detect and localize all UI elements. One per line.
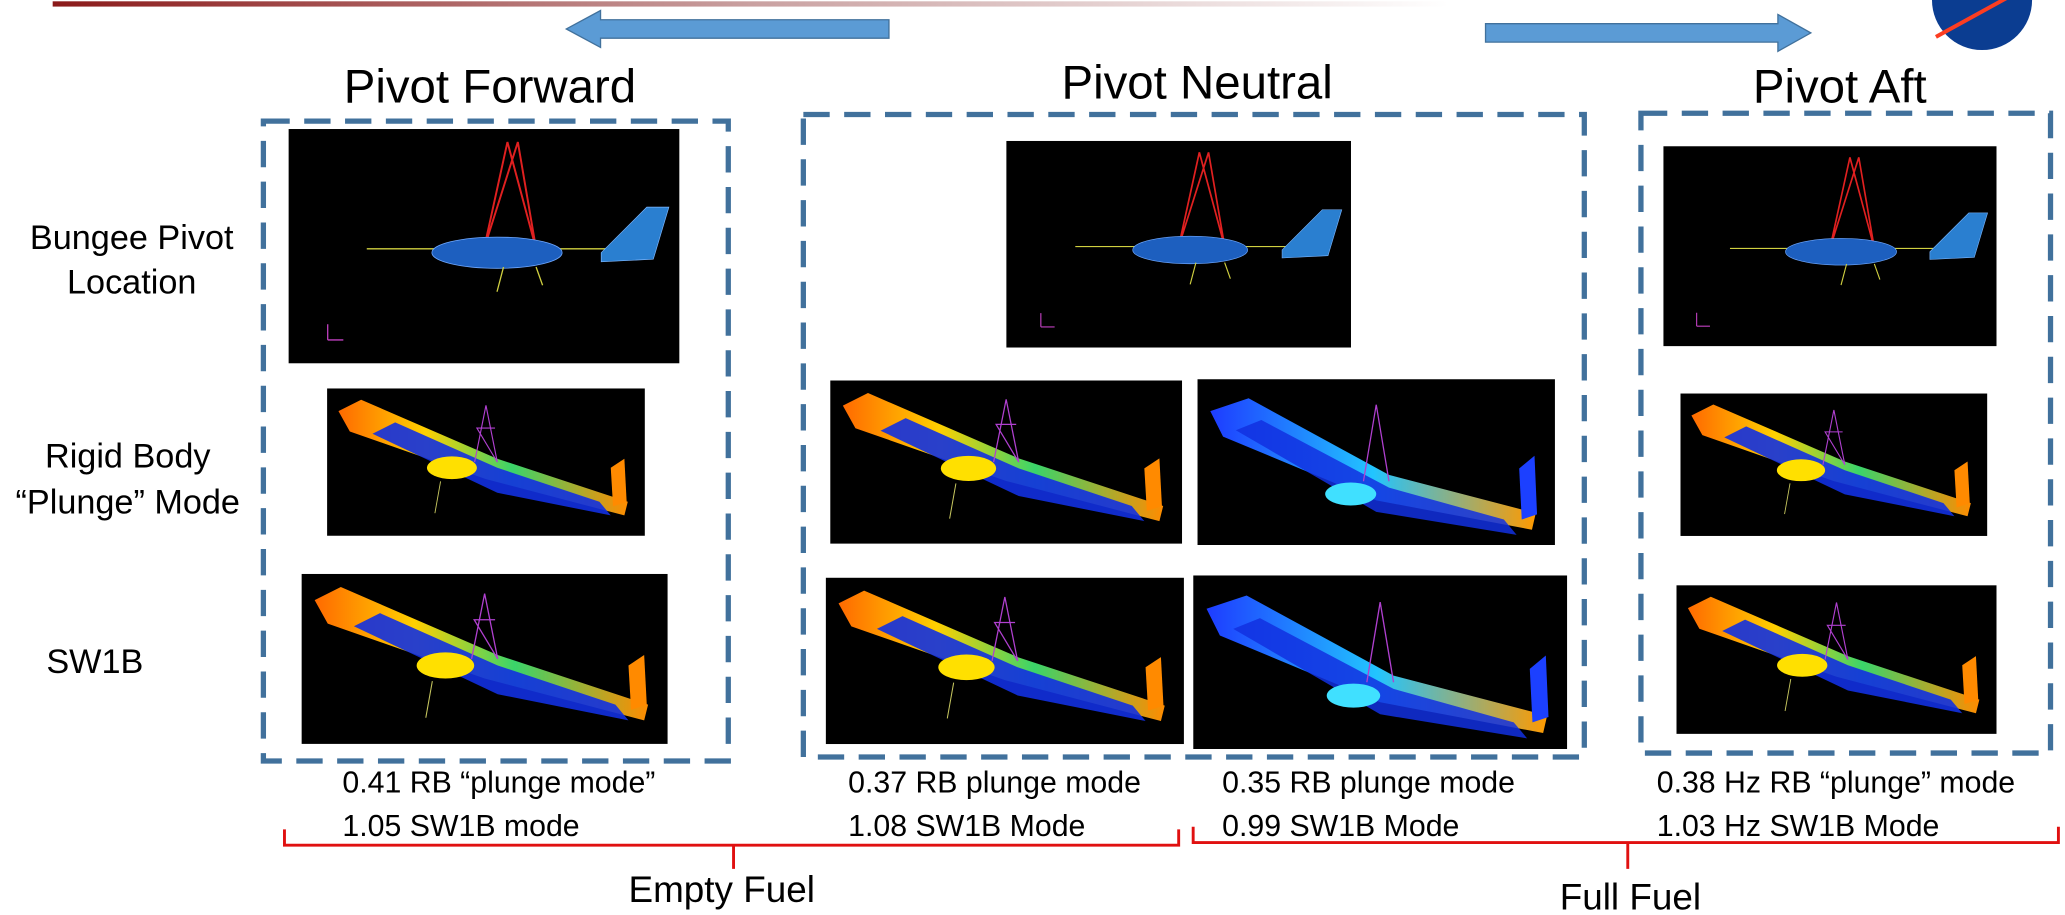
group-box [800, 111, 1587, 760]
caption: 1.08 SW1B Mode [848, 810, 1085, 843]
top-bar [52, 1, 1449, 7]
brace [283, 829, 1181, 869]
row-label: Location [67, 264, 196, 302]
caption: 0.37 RB plunge mode [848, 767, 1141, 800]
group-label: Empty Fuel [628, 869, 814, 910]
fem-image [288, 129, 680, 364]
brace [1191, 826, 2060, 869]
mode-image [1676, 584, 1997, 735]
arrow-right [1484, 13, 1813, 53]
row-label: Bungee Pivot [30, 219, 234, 257]
column-title: Pivot Neutral [1061, 57, 1332, 110]
row-label: “Plunge” Mode [16, 483, 240, 521]
mode-image [829, 380, 1183, 544]
mode-image [326, 388, 646, 536]
mode-image [301, 573, 668, 745]
mode-image [1680, 392, 1988, 537]
fem-image [1663, 145, 1997, 348]
caption: 0.35 RB plunge mode [1222, 767, 1515, 800]
mode-image [1196, 379, 1556, 546]
group-label: Full Fuel [1560, 877, 1701, 915]
caption: 0.41 RB “plunge mode” [342, 767, 655, 800]
mode-image [825, 577, 1184, 745]
caption: 1.05 SW1B mode [342, 810, 579, 843]
caption: 0.99 SW1B Mode [1222, 810, 1459, 843]
logo [1932, 0, 2033, 51]
group-box [260, 118, 731, 764]
logo-swoosh [1934, 0, 2008, 39]
mode-image [1193, 575, 1568, 750]
arrow-left [564, 9, 890, 49]
column-title: Pivot Aft [1753, 61, 1927, 114]
caption: 0.38 Hz RB “plunge” mode [1657, 767, 2015, 800]
column-title: Pivot Forward [344, 61, 636, 114]
fem-image [1005, 140, 1352, 348]
row-label: SW1B [46, 643, 143, 681]
row-label: Rigid Body [45, 437, 211, 475]
caption: 1.03 Hz SW1B Mode [1657, 810, 1940, 843]
group-box [1638, 110, 2054, 756]
